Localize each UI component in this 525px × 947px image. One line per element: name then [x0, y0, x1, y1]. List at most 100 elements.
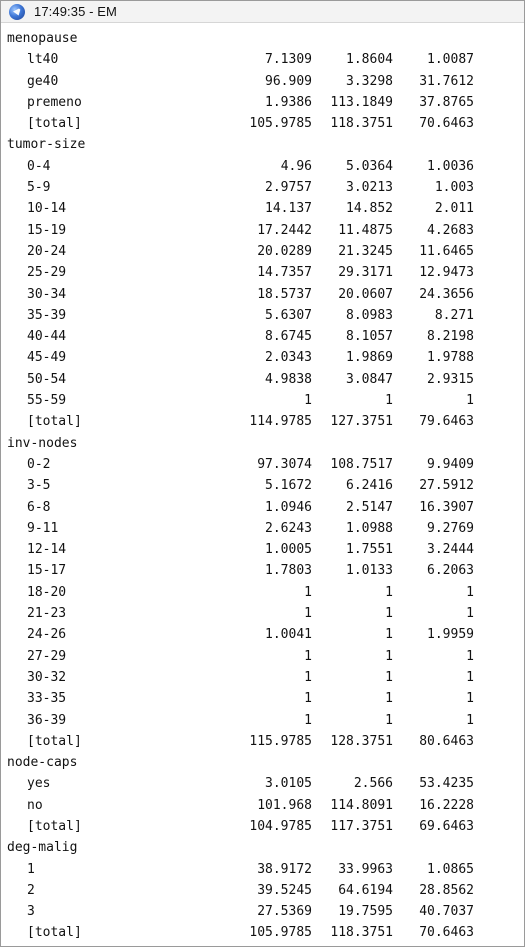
window-title: 17:49:35 - EM [34, 4, 117, 19]
value-label: 33-35 [27, 691, 67, 707]
section-header: inv-nodes [1, 433, 524, 454]
count-cell-3: 40.7037 [419, 904, 474, 920]
count-cell-1: 1 [304, 669, 312, 685]
value-label: [total] [27, 925, 82, 941]
attribute-value-row: 21-23 1 1 1 [1, 603, 524, 624]
attribute-value-row: 1 38.9172 33.9963 1.0865 [1, 859, 524, 880]
count-cell-1: 1 [304, 648, 312, 664]
attribute-value-row: 6-8 1.0946 2.5147 16.3907 [1, 497, 524, 518]
count-cell-2: 1 [385, 627, 393, 643]
section-name: menopause [7, 31, 78, 46]
count-cell-3: 37.8765 [419, 94, 474, 110]
count-cell-2: 14.852 [346, 201, 393, 217]
value-label: 40-44 [27, 329, 67, 345]
count-cell-2: 117.3751 [330, 818, 393, 834]
count-cell-3: 69.6463 [419, 818, 474, 834]
value-label: 21-23 [27, 606, 67, 622]
count-cell-3: 1 [466, 648, 474, 664]
count-cell-2: 1 [385, 606, 393, 622]
count-cell-2: 3.3298 [346, 73, 393, 89]
count-cell-2: 8.0983 [346, 307, 393, 323]
attribute-value-row: 5-9 2.9757 3.0213 1.003 [1, 177, 524, 198]
count-cell-3: 9.2769 [427, 520, 474, 536]
attribute-value-row: 12-14 1.0005 1.7551 3.2444 [1, 539, 524, 560]
attribute-value-row: ge40 96.909 3.3298 31.7612 [1, 71, 524, 92]
count-cell-1: 97.3074 [257, 456, 312, 472]
count-cell-1: 14.137 [265, 201, 312, 217]
value-label: 5-9 [27, 180, 51, 196]
attribute-value-row: 2 39.5245 64.6194 28.8562 [1, 880, 524, 901]
count-cell-1: 3.0105 [265, 776, 312, 792]
attribute-value-row: lt40 7.1309 1.8604 1.0087 [1, 49, 524, 70]
count-cell-2: 128.3751 [330, 733, 393, 749]
value-label: 30-34 [27, 286, 67, 302]
count-cell-3: 12.9473 [419, 265, 474, 281]
count-cell-3: 11.6465 [419, 243, 474, 259]
count-cell-3: 2.011 [434, 201, 474, 217]
attribute-value-row: 30-32 1 1 1 [1, 667, 524, 688]
count-cell-3: 79.6463 [419, 414, 474, 430]
attribute-value-row: 15-17 1.7803 1.0133 6.2063 [1, 560, 524, 581]
title-bar[interactable]: 17:49:35 - EM [1, 1, 524, 23]
count-cell-1: 1 [304, 712, 312, 728]
count-cell-3: 1.0087 [427, 52, 474, 68]
count-cell-2: 113.1849 [330, 94, 393, 110]
value-label: 27-29 [27, 648, 67, 664]
attribute-value-row: 25-29 14.7357 29.3171 12.9473 [1, 262, 524, 283]
value-label: 36-39 [27, 712, 67, 728]
output-text-area[interactable]: menopause lt40 7.1309 1.8604 1.0087 ge40 96.90… [1, 23, 524, 946]
count-cell-3: 8.271 [434, 307, 474, 323]
count-cell-1: 18.5737 [257, 286, 312, 302]
attribute-value-row: 45-49 2.0343 1.9869 1.9788 [1, 347, 524, 368]
attribute-value-row: 27-29 1 1 1 [1, 646, 524, 667]
section-name: tumor-size [7, 137, 86, 153]
count-cell-1: 115.9785 [249, 733, 312, 749]
attribute-value-row: [total] 114.9785 127.3751 79.6463 [1, 411, 524, 432]
count-cell-2: 1 [385, 669, 393, 685]
attribute-value-row: 18-20 1 1 1 [1, 582, 524, 603]
section-header: menopause [1, 28, 524, 49]
attribute-value-row: [total] 104.9785 117.3751 69.6463 [1, 816, 524, 837]
count-cell-3: 1.003 [434, 180, 474, 196]
count-cell-3: 53.4235 [419, 776, 474, 792]
count-cell-2: 1 [385, 691, 393, 707]
count-cell-2: 1.7551 [346, 542, 393, 558]
count-cell-3: 70.6463 [419, 116, 474, 132]
count-cell-2: 1.9869 [346, 350, 393, 366]
value-label: yes [27, 776, 51, 792]
attribute-value-row: 36-39 1 1 1 [1, 710, 524, 731]
attribute-value-row: 33-35 1 1 1 [1, 688, 524, 709]
attribute-value-row: 3 27.5369 19.7595 40.7037 [1, 901, 524, 922]
count-cell-3: 1.9788 [427, 350, 474, 366]
count-cell-1: 4.9838 [265, 371, 312, 387]
count-cell-2: 19.7595 [338, 904, 393, 920]
value-label: 20-24 [27, 243, 67, 259]
count-cell-1: 8.6745 [265, 329, 312, 345]
attribute-value-row: 50-54 4.9838 3.0847 2.9315 [1, 369, 524, 390]
value-label: [total] [27, 818, 82, 834]
attribute-value-row: no 101.968 114.8091 16.2228 [1, 795, 524, 816]
value-label: [total] [27, 414, 82, 430]
value-label: 12-14 [27, 542, 67, 558]
value-label: no [27, 797, 43, 813]
count-cell-1: 1.0946 [265, 499, 312, 515]
count-cell-3: 24.3656 [419, 286, 474, 302]
count-cell-2: 1 [385, 584, 393, 600]
value-label: 15-19 [27, 222, 67, 238]
value-label: premeno [27, 94, 82, 110]
count-cell-3: 80.6463 [419, 733, 474, 749]
value-label: 25-29 [27, 265, 67, 281]
count-cell-1: 38.9172 [257, 861, 312, 877]
count-cell-1: 7.1309 [265, 52, 312, 68]
count-cell-1: 96.909 [265, 73, 312, 89]
count-cell-3: 31.7612 [419, 73, 474, 89]
count-cell-2: 3.0213 [346, 180, 393, 196]
count-cell-3: 1.0865 [427, 861, 474, 877]
value-label: 9-11 [27, 520, 59, 536]
count-cell-3: 27.5912 [419, 478, 474, 494]
section-name: inv-nodes [7, 435, 78, 451]
attribute-value-row: [total] 105.9785 118.3751 70.6463 [1, 922, 524, 943]
value-label: 1 [27, 861, 35, 877]
count-cell-3: 16.3907 [419, 499, 474, 515]
count-cell-1: 114.9785 [249, 414, 312, 430]
